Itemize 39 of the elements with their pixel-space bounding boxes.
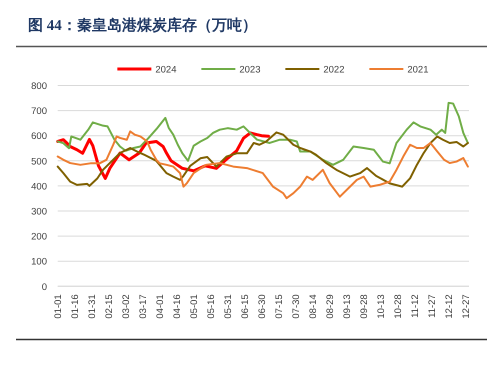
x-tick-label: 07-30 bbox=[290, 294, 302, 319]
x-tick-label: 03-17 bbox=[138, 294, 149, 319]
x-tick-label: 11-27 bbox=[426, 294, 438, 318]
x-tick-label: 06-15 bbox=[240, 294, 251, 319]
legend-label: 2024 bbox=[155, 64, 176, 76]
legend-label: 2023 bbox=[239, 64, 260, 76]
x-tick-label: 08-14 bbox=[308, 294, 319, 319]
x-tick-label: 02-15 bbox=[104, 294, 115, 319]
x-tick-label: 04-01 bbox=[154, 294, 166, 319]
x-tick-label: 07-15 bbox=[274, 294, 285, 319]
y-tick-label: 100 bbox=[31, 256, 47, 268]
legend-label: 2022 bbox=[323, 64, 344, 76]
x-tick-label: 05-16 bbox=[206, 294, 217, 319]
x-tick-label: 01-31 bbox=[86, 294, 98, 319]
title: 图 44：秦皇岛港煤炭库存（万吨） bbox=[28, 18, 257, 34]
x-tick-label: 05-01 bbox=[188, 294, 200, 319]
x-tick-label: 09-13 bbox=[342, 294, 353, 319]
x-tick-label: 10-13 bbox=[376, 294, 387, 319]
y-tick-label: 800 bbox=[31, 81, 47, 92]
y-tick-label: 0 bbox=[42, 282, 47, 293]
x-tick-label: 10-28 bbox=[392, 294, 404, 319]
y-tick-label: 700 bbox=[31, 106, 47, 118]
y-tick-label: 400 bbox=[31, 181, 47, 192]
y-tick-label: 200 bbox=[31, 232, 47, 243]
x-tick-label: 09-28 bbox=[358, 294, 370, 319]
x-tick-label: 11-12 bbox=[410, 294, 421, 318]
legend-label: 2021 bbox=[407, 64, 428, 76]
x-tick-label: 06-30 bbox=[256, 294, 268, 319]
y-tick-label: 500 bbox=[31, 156, 47, 168]
x-tick-label: 08-29 bbox=[324, 294, 336, 319]
x-tick-label: 12-27 bbox=[460, 294, 472, 319]
x-tick-label: 05-31 bbox=[222, 294, 234, 319]
x-tick-label: 01-16 bbox=[70, 294, 81, 319]
x-tick-label: 12-12 bbox=[444, 294, 455, 319]
x-tick-label: 04-16 bbox=[172, 294, 183, 319]
y-tick-label: 300 bbox=[31, 206, 47, 218]
x-tick-label: 03-02 bbox=[120, 294, 132, 319]
y-tick-label: 600 bbox=[31, 131, 47, 142]
x-tick-label: 01-01 bbox=[53, 294, 64, 319]
